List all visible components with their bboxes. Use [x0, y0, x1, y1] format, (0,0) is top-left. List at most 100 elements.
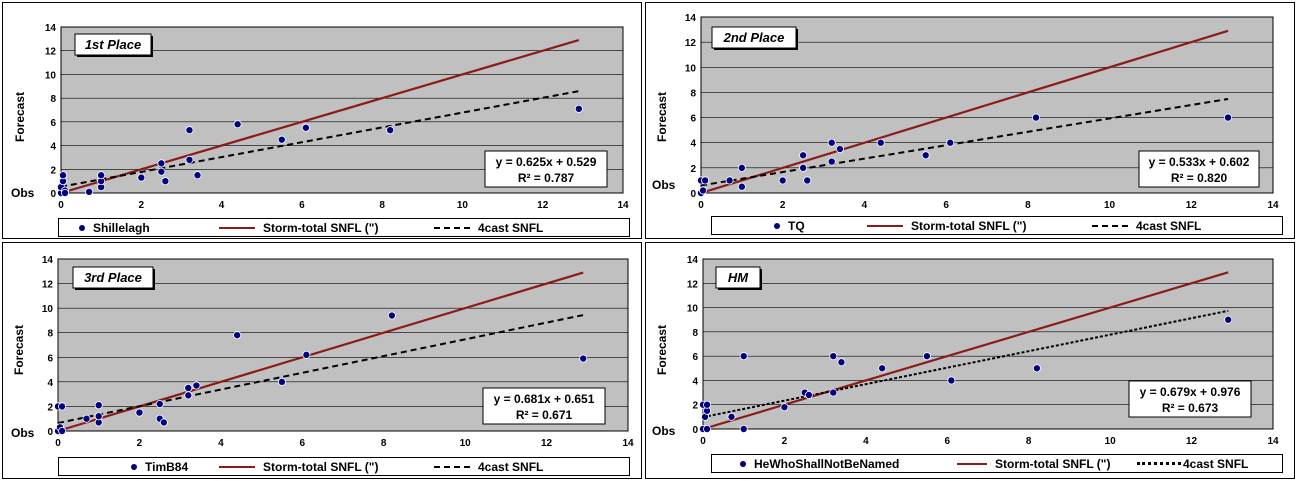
- y-tick-label: 10: [687, 304, 699, 315]
- data-point: [579, 354, 588, 363]
- legend-solid-line-icon: [219, 465, 255, 468]
- data-point: [157, 167, 166, 176]
- data-point: [780, 403, 789, 412]
- legend-storm-total-label: Storm-total SNFL ("): [995, 456, 1111, 471]
- chart-panel-hm: 0 2 4 6 8 10 12 14 0 2 4 6 8 10 12 14 Forecast Obs HM y = 0…: [645, 242, 1295, 479]
- data-point: [61, 188, 70, 197]
- data-point: [159, 418, 168, 427]
- legend-1st-place: Shillelagh Storm-total SNFL (") 4cast SN…: [58, 218, 630, 237]
- x-tick-label: 10: [1105, 436, 1117, 447]
- data-point: [804, 390, 813, 399]
- data-point: [157, 159, 166, 168]
- legend-item-storm-total: Storm-total SNFL ("): [957, 457, 1137, 471]
- x-tick-label: 14: [1267, 200, 1279, 211]
- x-tick-label: 0: [58, 200, 64, 211]
- y-tick-label: 2: [47, 402, 53, 413]
- data-point: [703, 400, 712, 409]
- legend-points-label: HeWhoShallNotBeNamed: [754, 456, 900, 471]
- r-squared: R² = 0.820: [1171, 171, 1228, 185]
- y-tick-label: 8: [47, 329, 53, 340]
- data-point: [1224, 315, 1233, 324]
- equation-box: [1138, 150, 1260, 188]
- legend-3rd-place: TimB84 Storm-total SNFL (") 4cast SNFL: [58, 457, 630, 476]
- x-tick-label: 4: [863, 436, 869, 447]
- x-tick-label: 10: [460, 438, 472, 449]
- x-tick-label: 10: [457, 200, 469, 211]
- y-tick-label: 10: [45, 70, 57, 81]
- y-tick-label: 14: [42, 255, 54, 266]
- trend-equation: y = 0.625x + 0.529: [496, 155, 597, 169]
- data-point: [94, 412, 103, 421]
- data-point: [739, 352, 748, 361]
- data-point: [185, 126, 194, 135]
- r-squared: R² = 0.673: [1162, 401, 1219, 415]
- legend-item-4cast: 4cast SNFL: [1137, 457, 1248, 471]
- place-label: 1st Place: [85, 37, 141, 52]
- data-point: [947, 376, 956, 385]
- x-tick-label: 4: [862, 200, 868, 211]
- data-point: [58, 402, 67, 411]
- y-tick-label: 14: [687, 255, 699, 266]
- chart-panel-3rd-place: 0 2 4 6 8 10 12 14 0 2 4 6 8 10 12 14 Forecast Obs 3rd Pla…: [2, 242, 642, 479]
- legend-item-4cast: 4cast SNFL: [434, 460, 543, 474]
- x-axis-label: Obs: [11, 186, 35, 200]
- y-tick-label: 0: [47, 427, 53, 438]
- legend-hm: HeWhoShallNotBeNamed Storm-total SNFL ("…: [711, 454, 1283, 473]
- x-tick-label: 4: [218, 438, 224, 449]
- y-tick-label: 12: [45, 47, 57, 58]
- legend-dashed-line-icon: [1137, 462, 1181, 465]
- legend-points-label: TimB84: [145, 459, 189, 474]
- y-tick-label: 6: [690, 114, 696, 125]
- x-tick-label: 2: [782, 436, 788, 447]
- data-point: [803, 176, 812, 185]
- data-point: [922, 352, 931, 361]
- y-tick-label: 0: [692, 425, 698, 436]
- data-point: [737, 182, 746, 191]
- y-tick-label: 4: [690, 139, 696, 150]
- y-tick-label: 14: [45, 23, 57, 34]
- legend-storm-total-label: Storm-total SNFL ("): [263, 459, 379, 474]
- legend-4cast-label: 4cast SNFL: [478, 220, 544, 235]
- legend-4cast-label: 4cast SNFL: [478, 459, 544, 474]
- x-axis-label: Obs: [11, 426, 35, 440]
- legend-point-icon: [740, 460, 746, 467]
- storm-total-line: [702, 271, 1229, 431]
- data-point: [97, 171, 106, 180]
- forecast-trend-line: [702, 309, 1229, 419]
- y-tick-label: 4: [50, 142, 56, 153]
- y-axis-label: Forecast: [655, 92, 669, 142]
- y-tick-label: 6: [50, 118, 56, 129]
- x-tick-label: 14: [622, 438, 634, 449]
- place-label-box: [74, 33, 152, 56]
- data-point: [829, 352, 838, 361]
- y-tick-label: 8: [690, 88, 696, 99]
- data-point: [946, 138, 955, 147]
- place-label: 3rd Place: [84, 270, 142, 285]
- forecast-trend-line: [60, 90, 580, 188]
- equation-box: [482, 387, 606, 425]
- legend-storm-total-label: Storm-total SNFL ("): [263, 220, 379, 235]
- x-tick-label: 12: [541, 438, 553, 449]
- data-point: [135, 408, 144, 417]
- r-squared: R² = 0.671: [516, 408, 573, 422]
- legend-item-points: Shillelagh: [59, 221, 219, 235]
- data-point: [155, 399, 164, 408]
- x-tick-label: 14: [617, 200, 629, 211]
- y-tick-label: 12: [42, 280, 54, 291]
- x-tick-label: 2: [780, 200, 786, 211]
- data-point: [701, 176, 710, 185]
- x-axis-label: Obs: [652, 424, 676, 438]
- data-point: [921, 151, 930, 160]
- legend-item-points: TQ: [712, 219, 867, 233]
- data-point: [835, 144, 844, 153]
- place-label-box: [72, 266, 154, 289]
- legend-dashed-line-icon: [434, 465, 470, 468]
- trend-equation: y = 0.533x + 0.602: [1149, 155, 1250, 169]
- trend-equation: y = 0.679x + 0.976: [1140, 385, 1241, 399]
- legend-item-storm-total: Storm-total SNFL ("): [219, 460, 434, 474]
- x-tick-label: 12: [537, 200, 549, 211]
- chart-panel-1st-place: 0 2 4 6 8 10 12 14 0 2 4 6 8 10 12 14 Forecast Obs 1st Pla…: [2, 2, 642, 239]
- y-tick-label: 10: [42, 304, 54, 315]
- data-point: [161, 177, 170, 186]
- x-tick-label: 6: [299, 200, 305, 211]
